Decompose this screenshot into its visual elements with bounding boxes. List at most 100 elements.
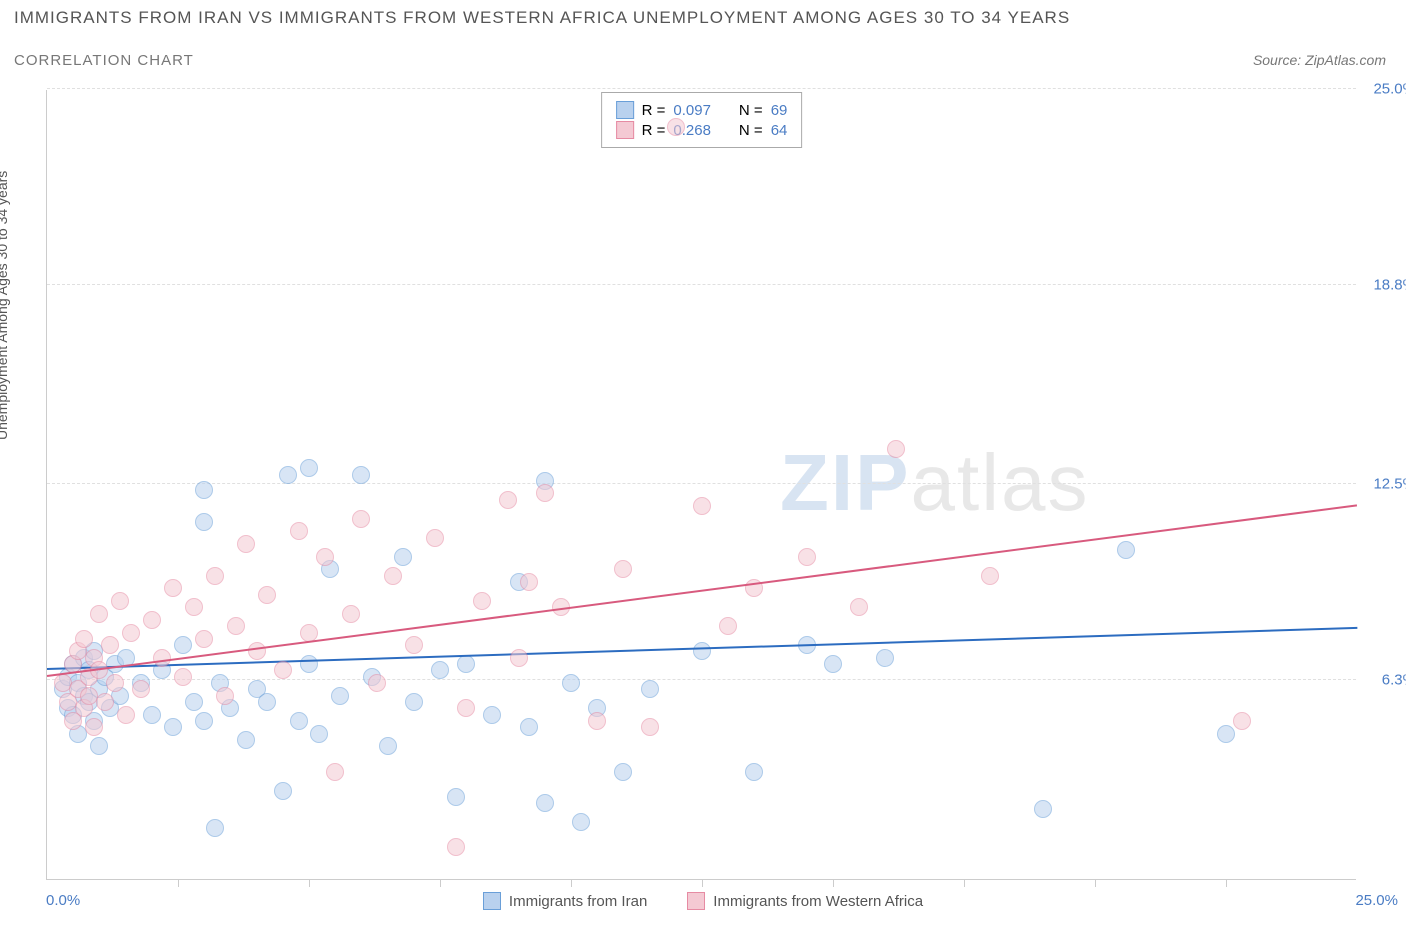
legend-n-label: N =	[739, 102, 763, 119]
x-tick	[1226, 879, 1227, 887]
scatter-point	[405, 693, 423, 711]
scatter-point	[75, 630, 93, 648]
scatter-point	[85, 718, 103, 736]
scatter-point	[143, 706, 161, 724]
scatter-point	[483, 706, 501, 724]
scatter-point	[887, 440, 905, 458]
scatter-point	[122, 624, 140, 642]
scatter-point	[227, 617, 245, 635]
y-tick-label: 6.3%	[1361, 671, 1406, 688]
source-name: ZipAtlas.com	[1305, 52, 1386, 68]
scatter-point	[405, 636, 423, 654]
scatter-point	[258, 586, 276, 604]
scatter-point	[536, 794, 554, 812]
x-tick	[1095, 879, 1096, 887]
scatter-point	[641, 718, 659, 736]
legend-swatch	[616, 101, 634, 119]
scatter-point	[174, 636, 192, 654]
gridline	[47, 679, 1356, 680]
scatter-point	[368, 674, 386, 692]
legend-series-name: Immigrants from Western Africa	[713, 893, 923, 910]
scatter-point	[300, 624, 318, 642]
scatter-point	[1217, 725, 1235, 743]
scatter-point	[185, 693, 203, 711]
series-legend: Immigrants from Iran Immigrants from West…	[0, 892, 1406, 914]
legend-r-label: R =	[642, 122, 666, 139]
scatter-point	[352, 466, 370, 484]
gridline	[47, 483, 1356, 484]
legend-item: Immigrants from Western Africa	[687, 892, 923, 910]
scatter-point	[520, 718, 538, 736]
scatter-point	[457, 655, 475, 673]
scatter-point	[195, 630, 213, 648]
source-credit: Source: ZipAtlas.com	[1253, 52, 1386, 68]
scatter-point	[111, 592, 129, 610]
scatter-point	[274, 782, 292, 800]
scatter-point	[90, 605, 108, 623]
scatter-point	[101, 636, 119, 654]
scatter-point	[536, 484, 554, 502]
scatter-point	[473, 592, 491, 610]
scatter-point	[90, 737, 108, 755]
scatter-point	[153, 649, 171, 667]
chart-title: IMMIGRANTS FROM IRAN VS IMMIGRANTS FROM …	[14, 8, 1070, 28]
scatter-plot: ZIPatlas R =0.097N =69R =0.268N =64 6.3%…	[46, 90, 1356, 880]
scatter-point	[431, 661, 449, 679]
scatter-point	[588, 712, 606, 730]
y-tick-label: 18.8%	[1361, 276, 1406, 293]
legend-swatch	[687, 892, 705, 910]
source-prefix: Source:	[1253, 52, 1305, 68]
scatter-point	[641, 680, 659, 698]
scatter-point	[300, 655, 318, 673]
scatter-point	[290, 522, 308, 540]
scatter-point	[300, 459, 318, 477]
scatter-point	[164, 718, 182, 736]
scatter-point	[206, 567, 224, 585]
scatter-point	[237, 535, 255, 553]
scatter-point	[290, 712, 308, 730]
scatter-point	[1034, 800, 1052, 818]
chart-subtitle: CORRELATION CHART	[14, 52, 194, 69]
scatter-point	[457, 699, 475, 717]
scatter-point	[143, 611, 161, 629]
legend-r-value: 0.097	[673, 102, 711, 119]
legend-swatch	[616, 121, 634, 139]
x-tick	[964, 879, 965, 887]
scatter-point	[352, 510, 370, 528]
scatter-point	[279, 466, 297, 484]
scatter-point	[248, 642, 266, 660]
scatter-point	[326, 763, 344, 781]
scatter-point	[394, 548, 412, 566]
scatter-point	[981, 567, 999, 585]
scatter-point	[510, 649, 528, 667]
legend-swatch	[483, 892, 501, 910]
scatter-point	[237, 731, 255, 749]
scatter-point	[447, 838, 465, 856]
scatter-point	[572, 813, 590, 831]
scatter-point	[195, 481, 213, 499]
scatter-point	[316, 548, 334, 566]
legend-r-label: R =	[642, 102, 666, 119]
scatter-point	[379, 737, 397, 755]
scatter-point	[1233, 712, 1251, 730]
x-tick	[702, 879, 703, 887]
legend-item: Immigrants from Iran	[483, 892, 647, 910]
scatter-point	[876, 649, 894, 667]
x-tick	[440, 879, 441, 887]
x-tick	[178, 879, 179, 887]
scatter-point	[106, 674, 124, 692]
scatter-point	[499, 491, 517, 509]
scatter-point	[342, 605, 360, 623]
scatter-point	[426, 529, 444, 547]
y-axis-label: Unemployment Among Ages 30 to 34 years	[0, 171, 10, 440]
scatter-point	[824, 655, 842, 673]
scatter-point	[719, 617, 737, 635]
scatter-point	[614, 763, 632, 781]
x-tick	[571, 879, 572, 887]
scatter-point	[117, 706, 135, 724]
y-tick-label: 12.5%	[1361, 476, 1406, 493]
scatter-point	[798, 548, 816, 566]
scatter-point	[693, 642, 711, 660]
scatter-point	[206, 819, 224, 837]
legend-n-value: 69	[771, 102, 788, 119]
